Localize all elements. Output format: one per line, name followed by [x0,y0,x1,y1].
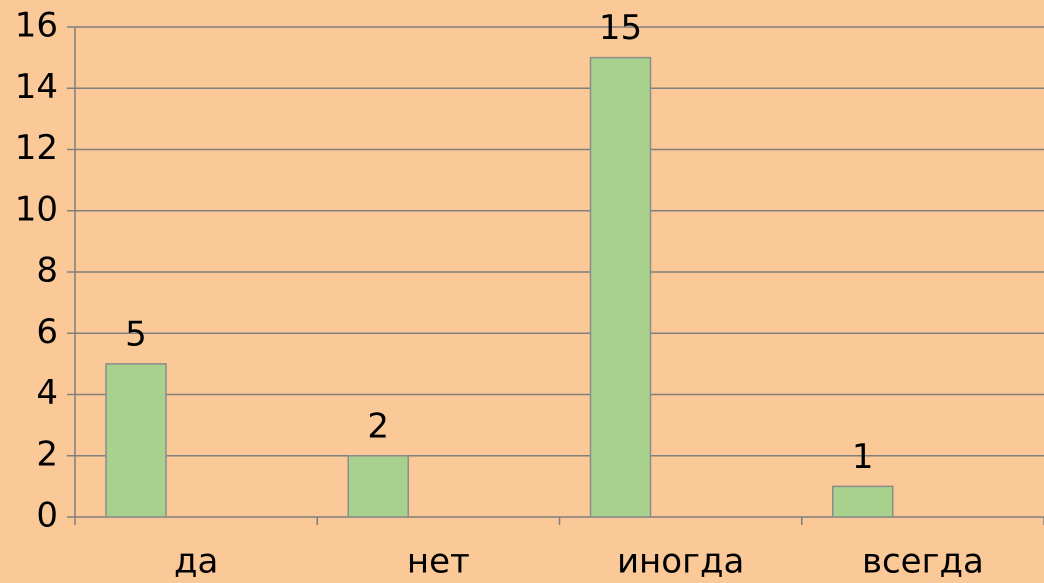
x-tick-label: всегда [862,542,984,582]
x-tick-label: да [174,542,218,582]
y-tick-label: 4 [36,373,58,413]
bar [347,455,409,518]
data-label: 5 [125,314,147,354]
y-tick-label: 14 [15,67,58,107]
data-label: 1 [852,437,874,477]
x-tick-label: иногда [617,542,744,582]
bar [105,363,167,518]
y-tick-label: 2 [36,434,58,474]
x-tick-label: нет [407,542,470,582]
bar [589,56,652,518]
data-label: 2 [367,406,389,446]
y-tick-label: 8 [36,251,58,291]
y-tick-label: 12 [15,128,58,168]
y-tick-label: 6 [36,312,58,352]
y-tick-label: 16 [15,6,58,46]
y-tick-label: 0 [36,496,58,536]
y-tick-label: 10 [15,189,58,229]
data-label: 15 [599,8,642,48]
bar [832,485,894,518]
